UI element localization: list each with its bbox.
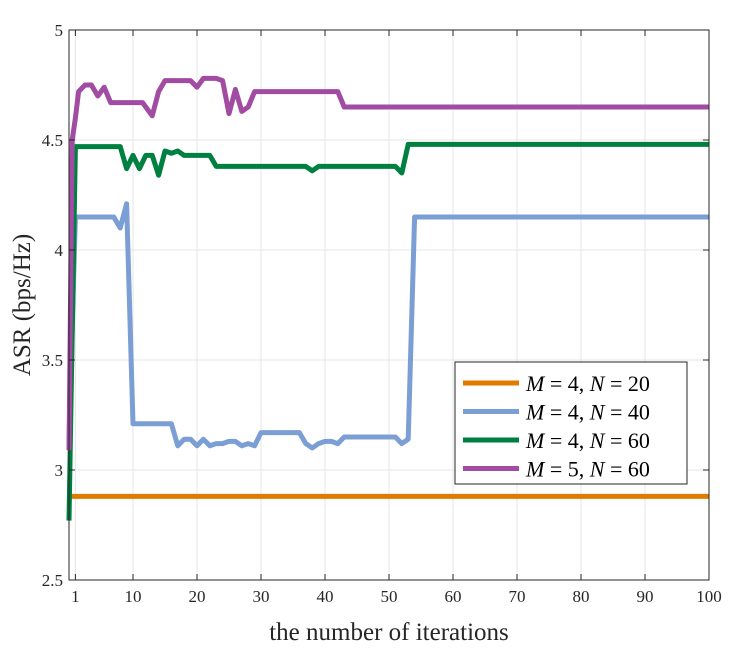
legend-label-1: M = 4, N = 20 (525, 371, 650, 396)
series-line-2 (66, 201, 709, 451)
x-tick-label: 40 (317, 587, 334, 606)
tick-labels: 1 10 20 30 40 50 60 70 80 90 100 2.5 3 3.5 4 4.5 5 (42, 21, 722, 606)
series-lines (66, 75, 709, 521)
series-line-4 (66, 75, 709, 451)
x-tick-label: 20 (189, 587, 206, 606)
axis-ticks (69, 29, 710, 581)
x-tick-label: 10 (125, 587, 142, 606)
y-tick-label: 4 (55, 241, 64, 260)
legend-label-4: M = 5, N = 60 (525, 457, 650, 482)
y-tick-label: 4.5 (42, 131, 63, 150)
x-tick-label: 50 (381, 587, 398, 606)
series-line-3 (66, 141, 709, 521)
x-tick-label: 60 (445, 587, 462, 606)
y-tick-label: 3 (55, 461, 64, 480)
y-axis-title: ASR (bps/Hz) (9, 234, 36, 376)
x-tick-label: 30 (253, 587, 270, 606)
y-tick-label: 5 (55, 21, 64, 40)
x-tick-label: 90 (637, 587, 654, 606)
legend-label-2: M = 4, N = 40 (525, 400, 650, 425)
legend: M = 4, N = 20 M = 4, N = 40 M = 4, N = 60 M… (454, 361, 688, 485)
y-tick-label: 3.5 (42, 351, 63, 370)
legend-label-3: M = 4, N = 60 (525, 428, 650, 453)
x-tick-label: 70 (509, 587, 526, 606)
x-tick-label: 100 (696, 587, 722, 606)
y-tick-label: 2.5 (42, 571, 63, 590)
x-axis-title: the number of iterations (269, 619, 509, 646)
x-tick-label: 1 (71, 587, 80, 606)
x-tick-label: 80 (573, 587, 590, 606)
